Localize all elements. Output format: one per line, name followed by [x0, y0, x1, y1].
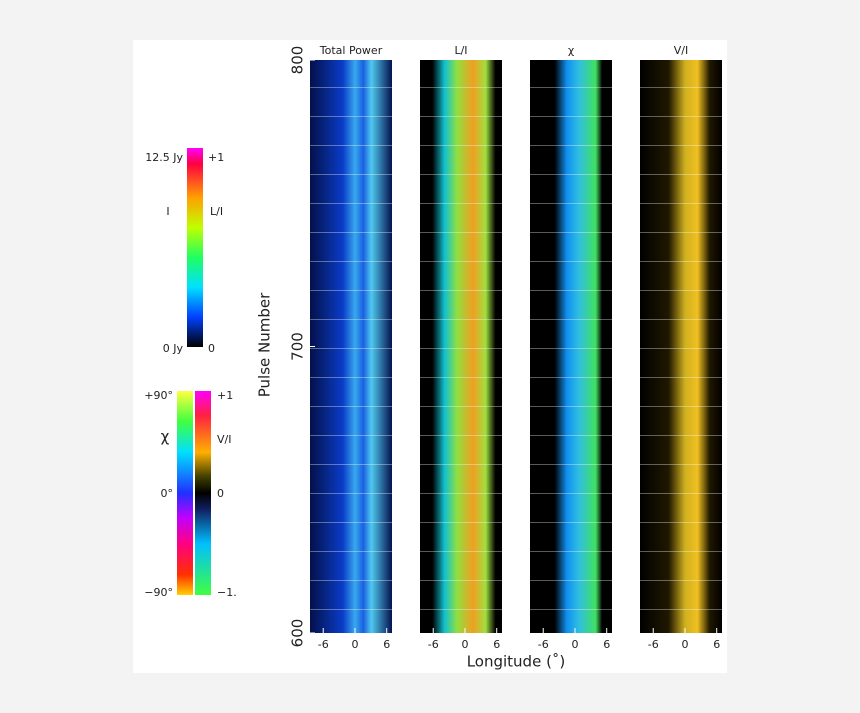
x-tick-label: 0	[571, 638, 578, 651]
x-tick-label: -6	[318, 638, 329, 651]
panel-title: Total Power	[319, 44, 383, 57]
cb-label: 0	[208, 342, 215, 355]
x-axis-label: Longitude (˚)	[467, 653, 566, 671]
panel-title: L/I	[454, 44, 467, 57]
x-tick-label: 0	[461, 638, 468, 651]
cb-label: +1	[217, 389, 233, 402]
y-tick-label: 600	[289, 619, 307, 648]
heatmap-rows	[310, 60, 392, 633]
cb-label: L/I	[210, 205, 223, 218]
colorbar	[187, 148, 203, 347]
cb-label: 0 Jy	[163, 342, 184, 355]
cb-label: +90°	[144, 389, 173, 402]
cb-label: χ	[161, 428, 170, 446]
y-tick-label: 800	[289, 46, 307, 75]
colorbar	[177, 391, 193, 595]
cb-label: 0	[217, 487, 224, 500]
x-tick-label: -6	[428, 638, 439, 651]
cb-label: 0°	[161, 487, 174, 500]
x-tick-label: 6	[383, 638, 390, 651]
x-tick-label: 0	[351, 638, 358, 651]
colorbar	[195, 391, 211, 595]
x-tick-label: 6	[603, 638, 610, 651]
y-axis-label: Pulse Number	[256, 292, 274, 397]
x-tick-label: 0	[681, 638, 688, 651]
x-tick-label: 6	[493, 638, 500, 651]
x-tick-label: -6	[648, 638, 659, 651]
cb-label: −1.	[217, 586, 237, 599]
cb-label: +1	[208, 151, 224, 164]
panel-title: V/I	[674, 44, 688, 57]
heatmap-rows	[640, 60, 722, 633]
panel-title: χ	[568, 44, 575, 57]
cb-label: 12.5 Jy	[145, 151, 183, 164]
cb-label: V/I	[217, 433, 231, 446]
y-tick-label: 700	[289, 332, 307, 361]
cb-label: I	[166, 205, 169, 218]
heatmap-rows	[420, 60, 502, 633]
x-tick-label: 6	[713, 638, 720, 651]
cb-label: −90°	[144, 586, 173, 599]
heatmap-rows	[530, 60, 612, 633]
x-tick-label: -6	[538, 638, 549, 651]
